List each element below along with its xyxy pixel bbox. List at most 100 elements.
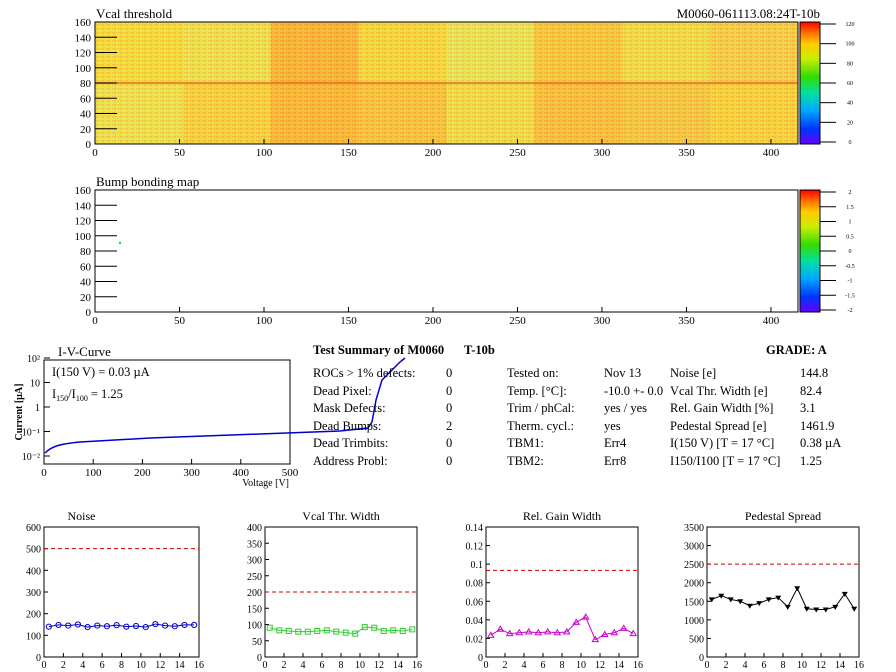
- summary-label: TBM2:: [507, 453, 544, 468]
- module-id-label: M0060-061113.08:24T-10b: [677, 6, 820, 21]
- data-point: [746, 603, 753, 609]
- y-tick-label: 100: [75, 231, 92, 243]
- y-tick-label: 0.14: [466, 523, 484, 534]
- x-tick-label: 10: [576, 660, 586, 671]
- x-tick-label: 0: [484, 660, 489, 671]
- data-point: [794, 586, 801, 592]
- heatmap-x-ticks: 0 50 100 150 200 250 300 350 400: [92, 139, 780, 159]
- x-tick-label: 2: [724, 660, 729, 671]
- data-point: [181, 621, 188, 629]
- data-point: [409, 626, 416, 633]
- y-tick-label: 60: [80, 261, 92, 273]
- x-tick-label: 4: [80, 660, 85, 671]
- iv-x-tick-label: 500: [282, 467, 299, 479]
- x-tick-label: 4: [522, 660, 527, 671]
- x-tick-label: 8: [119, 660, 124, 671]
- x-tick-label: 6: [320, 660, 325, 671]
- iv-curve-panel: I-V-Curve I(150 V) = 0.03 µA I150/I100 = …: [14, 344, 406, 489]
- summary-label: ROCs > 1% defects:: [313, 366, 416, 380]
- y-tick-label: 120: [75, 48, 92, 60]
- summary-value: 3.1: [800, 401, 816, 415]
- y-tick-label: 1500: [684, 597, 704, 608]
- y-tick-label: 0: [86, 307, 92, 319]
- chart-title: Pedestal Spread: [745, 509, 821, 523]
- summary-label: Pedestal Spread [e]: [670, 418, 767, 433]
- summary-value: Err8: [604, 453, 627, 468]
- data-point: [285, 628, 292, 634]
- summary-value: yes / yes: [604, 401, 648, 415]
- y-tick-label: 1000: [684, 616, 704, 627]
- y-tick-label: 3000: [684, 542, 704, 553]
- summary-label: Mask Defects:: [313, 401, 386, 415]
- iv-frame: [43, 359, 291, 465]
- chart-3: Pedestal Spread 0 2 4 6 8 10 12 14 16 0 500 1000 1500…: [684, 509, 864, 671]
- y-tick-label: 300: [26, 588, 41, 599]
- y-tick-label: 600: [26, 523, 41, 534]
- x-tick-label: 250: [509, 147, 526, 159]
- iv-x-tick-label: 100: [85, 467, 102, 479]
- bump-map-title: Bump bonding map: [96, 174, 199, 189]
- data-point: [94, 622, 101, 629]
- x-tick-label: 0: [92, 315, 98, 327]
- iv-x-tick-label: 400: [233, 467, 250, 479]
- chart-title: Rel. Gain Width: [523, 509, 601, 523]
- y-tick-label: 0.12: [466, 542, 484, 553]
- data-point: [737, 599, 744, 605]
- summary-value: Err4: [604, 436, 627, 450]
- x-tick-label: 0: [42, 660, 47, 671]
- summary-value: Nov 13: [604, 366, 642, 380]
- y-tick-label: 300: [247, 556, 262, 567]
- vcal-threshold-map: Vcal threshold M0060-061113.08:24T-10b 0…: [75, 6, 855, 159]
- y-tick-label: 120: [75, 216, 92, 228]
- iv-y-tick-label: 10: [30, 379, 40, 390]
- x-tick-label: 4: [743, 660, 748, 671]
- summary-label: TBM1:: [507, 436, 544, 450]
- y-tick-label: 250: [247, 572, 262, 583]
- y-tick-label: 0.02: [466, 634, 484, 645]
- x-tick-label: 6: [541, 660, 546, 671]
- data-point: [361, 624, 368, 631]
- data-point: [841, 591, 848, 597]
- chart-2: Rel. Gain Width 0 2 4 6 8 10 12 14 16 0 0.02 0.04 0.0…: [466, 509, 644, 671]
- data-point: [103, 623, 111, 630]
- roc-block: [446, 83, 535, 144]
- data-point: [813, 607, 820, 613]
- data-point: [333, 628, 340, 635]
- y-tick-label: 20: [80, 124, 92, 136]
- summary-value: 0: [446, 401, 453, 415]
- y-tick-label: 0: [257, 653, 262, 664]
- data-point: [171, 623, 178, 630]
- summary-tag: T-10b: [464, 343, 495, 357]
- z-tick-label: 80: [847, 61, 853, 67]
- data-point: [399, 628, 406, 634]
- x-tick-label: 0: [705, 660, 710, 671]
- heatmap-y-ticks: 0 20 40 60 80 100 120 140 160: [75, 17, 117, 151]
- roc-block: [358, 83, 447, 144]
- iv-y-tick-label: 10⁻¹: [22, 428, 40, 439]
- z-tick-label: 0.5: [846, 234, 854, 240]
- summary-value: 0.38 µA: [800, 436, 842, 450]
- color-scale-ticks: 0 20 40 60 80 100 120: [820, 22, 855, 146]
- y-tick-label: 0: [478, 653, 483, 664]
- y-tick-label: 500: [26, 545, 41, 556]
- y-tick-label: 200: [247, 588, 262, 599]
- summary-label: Therm. cycl.:: [507, 418, 574, 433]
- y-tick-label: 80: [80, 78, 92, 90]
- x-tick-label: 350: [678, 147, 695, 159]
- data-point: [342, 629, 349, 636]
- data-point: [581, 613, 590, 620]
- x-tick-label: 14: [614, 660, 624, 671]
- y-tick-label: 100: [75, 63, 92, 75]
- color-scale-bar: [800, 22, 820, 144]
- heatmap-roc-blocks: [95, 22, 798, 144]
- chart-frame: [706, 526, 860, 658]
- data-point: [765, 597, 772, 603]
- series-line: [48, 623, 195, 628]
- summary-value: -10.0 +- 0.0: [604, 383, 664, 398]
- x-tick-label: 16: [412, 660, 422, 671]
- data-point: [591, 635, 600, 643]
- y-tick-label: 50: [252, 637, 262, 648]
- y-tick-label: 0: [86, 139, 92, 151]
- y-tick-label: 100: [26, 631, 41, 642]
